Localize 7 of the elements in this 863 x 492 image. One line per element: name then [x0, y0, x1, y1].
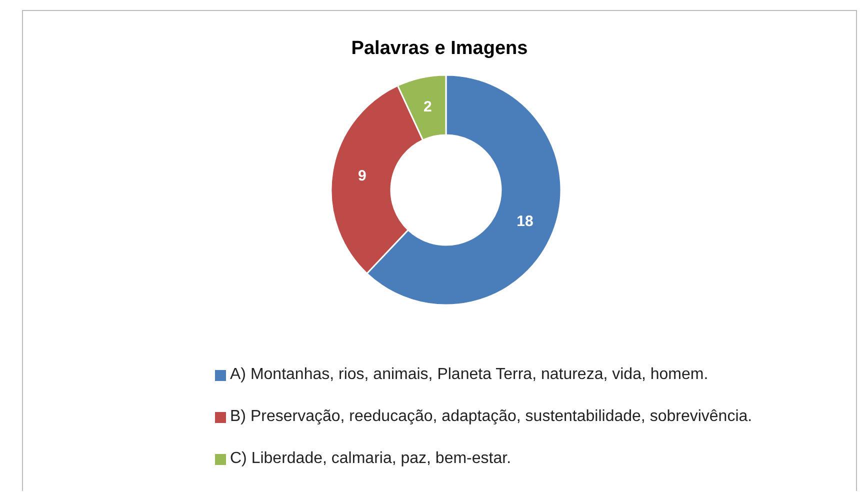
- data-label: 9: [358, 168, 366, 185]
- chart-title: Palavras e Imagens: [350, 38, 529, 60]
- legend-label: A) Montanhas, rios, animais, Planeta Terra, natureza, vida, homem.: [230, 365, 708, 385]
- data-label: 18: [516, 212, 534, 230]
- data-label: 2: [424, 98, 432, 116]
- legend-label: C) Liberdade, calmaria, paz, bem-estar.: [230, 449, 512, 469]
- legend-label: B) Preservação, reeducação, adaptação, sustentabilidade, sobrevivência.: [230, 407, 752, 427]
